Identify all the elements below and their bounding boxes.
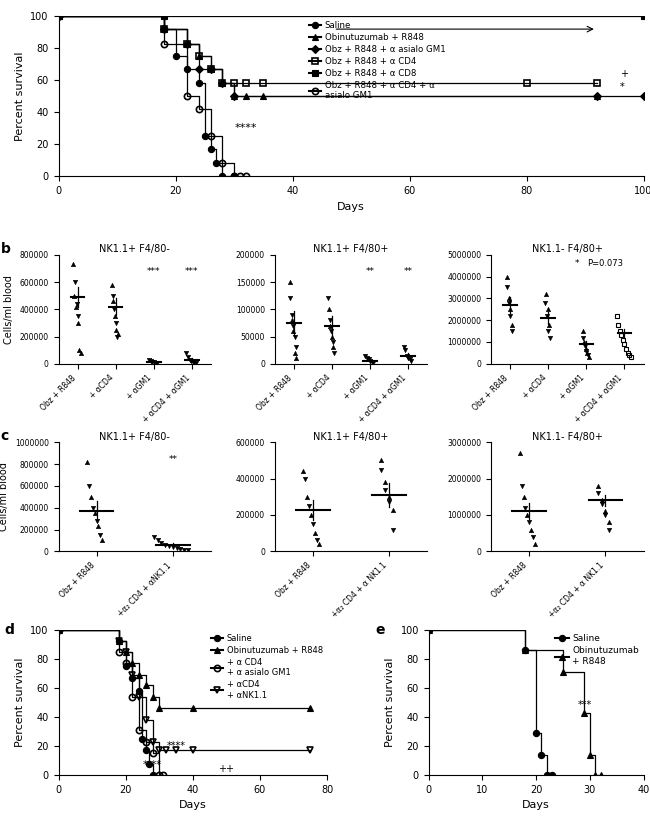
X-axis label: Days: Days [522,800,550,810]
Text: ***: *** [147,268,161,277]
Text: *: * [575,259,579,268]
Title: NK1.1- F4/80+: NK1.1- F4/80+ [532,432,603,441]
Title: NK1.1+ F4/80+: NK1.1+ F4/80+ [313,244,389,254]
Title: NK1.1+ F4/80-: NK1.1+ F4/80- [99,432,170,441]
Text: ++: ++ [218,765,235,774]
Y-axis label: Percent survival: Percent survival [385,658,395,747]
Title: NK1.1+ F4/80+: NK1.1+ F4/80+ [313,432,389,441]
Title: NK1.1- F4/80+: NK1.1- F4/80+ [532,244,603,254]
Text: b: b [1,242,10,255]
Y-axis label: Percent survival: Percent survival [15,658,25,747]
Text: d: d [5,623,15,636]
Text: ****: **** [166,741,185,751]
Text: **: ** [404,268,413,277]
Text: P=0.073: P=0.073 [587,259,623,268]
X-axis label: Days: Days [179,800,207,810]
Y-axis label: Percent survival: Percent survival [15,51,25,141]
Text: ****: **** [143,760,162,770]
Text: **: ** [365,268,374,277]
X-axis label: Days: Days [337,202,365,211]
Text: e: e [375,623,384,636]
Legend: Saline, Obinutuzumab + R848, + α CD4
+ α asialo GM1, + αCD4
+ αNK1.1: Saline, Obinutuzumab + R848, + α CD4 + α… [211,634,323,699]
Text: **: ** [168,455,177,464]
Title: NK1.1+ F4/80-: NK1.1+ F4/80- [99,244,170,254]
Legend: Saline, Obinutuzumab
+ R848: Saline, Obinutuzumab + R848 [555,634,639,666]
Y-axis label: Cells/ml blood: Cells/ml blood [0,463,9,531]
Text: +: + [620,69,628,79]
Y-axis label: Cells/ml blood: Cells/ml blood [4,275,14,344]
Legend: Saline, Obinutuzumab + R848, Obz + R848 + α asialo GM1, Obz + R848 + α CD4, Obz : Saline, Obinutuzumab + R848, Obz + R848 … [309,20,446,100]
Text: *: * [620,82,625,92]
Text: ***: *** [577,700,592,710]
Text: ***: *** [185,268,198,277]
Text: ****: **** [235,123,257,134]
Text: c: c [1,429,9,443]
